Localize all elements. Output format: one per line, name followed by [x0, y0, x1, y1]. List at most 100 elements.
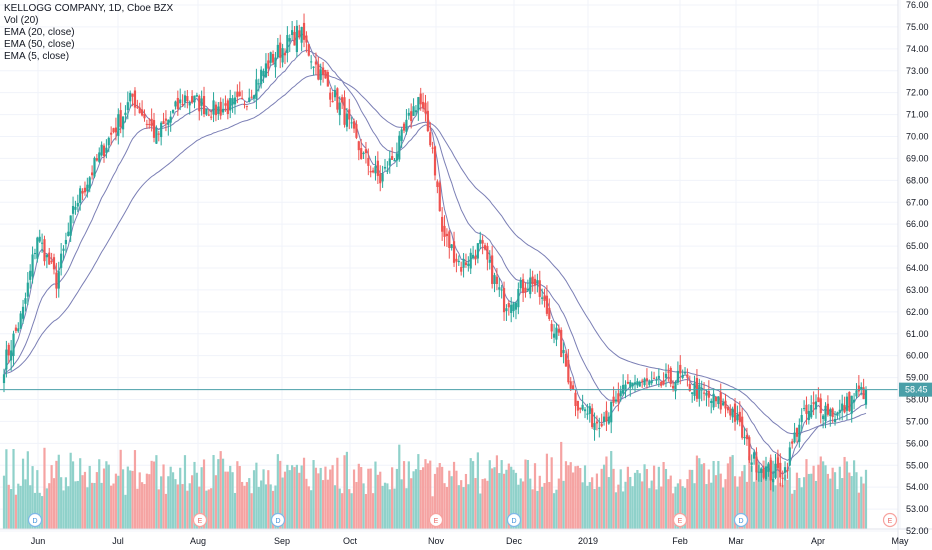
volume-bar	[850, 476, 853, 529]
volume-bar	[652, 465, 656, 529]
candle-body	[641, 380, 644, 382]
volume-bar	[498, 473, 501, 529]
candle-body	[402, 123, 406, 131]
candle-body	[522, 279, 525, 294]
volume-bar	[838, 466, 841, 529]
candle-body	[791, 441, 794, 444]
candle-body	[412, 106, 415, 116]
candle-body	[188, 102, 191, 106]
legend-ema-5[interactable]: EMA (5, close)	[4, 51, 70, 62]
legend-volume[interactable]: Vol (20)	[4, 15, 39, 26]
price-axis[interactable]: 76.00 75.00 74.00 73.00 72.00 71.00 70.00 69.00…	[906, 0, 929, 536]
volume-bar	[207, 489, 210, 529]
candle-body	[10, 350, 13, 361]
candle-body	[367, 157, 370, 166]
candle-body	[524, 287, 527, 293]
earnings-marker[interactable]: E	[192, 512, 208, 528]
volume-bar	[421, 467, 425, 529]
candle-body	[662, 380, 665, 384]
candle-body	[381, 173, 384, 182]
legend-symbol[interactable]: KELLOGG COMPANY, 1D, Cboe BZX	[4, 3, 174, 14]
candle-body	[88, 177, 91, 189]
candle-body	[631, 382, 634, 387]
volume-bar	[383, 482, 387, 529]
volume-bar	[5, 449, 8, 529]
volume-bar	[748, 456, 751, 529]
candle-body	[226, 100, 229, 115]
volume-bar	[362, 483, 365, 529]
candle-body	[229, 98, 232, 111]
volume-bar	[350, 493, 353, 529]
candle-body	[107, 137, 110, 146]
legend-ema-50[interactable]: EMA (50, close)	[4, 39, 75, 50]
candle-body	[519, 280, 522, 289]
volume-bar	[88, 465, 91, 529]
volume-bar	[374, 461, 377, 529]
candle-body	[845, 396, 849, 411]
candle-body	[217, 106, 220, 114]
candle-body	[548, 307, 551, 319]
dividend-marker[interactable]: D	[27, 512, 43, 528]
volume-bar	[683, 487, 687, 529]
y-tick-label: 70.00	[906, 132, 929, 142]
candle-body	[169, 116, 172, 123]
volume-bar	[169, 466, 172, 529]
volume-bar	[414, 469, 418, 529]
candle-body	[614, 399, 618, 402]
candle-body	[36, 237, 39, 259]
candle-body	[595, 421, 599, 424]
y-tick-label: 63.00	[906, 285, 929, 295]
candle-body	[398, 135, 401, 160]
candle-body	[302, 22, 306, 40]
candle-body	[486, 245, 489, 260]
volume-bar	[843, 456, 846, 529]
volume-bar	[638, 473, 641, 529]
candle-body	[822, 415, 825, 420]
dividend-marker[interactable]: D	[733, 512, 749, 528]
candle-body	[433, 146, 437, 176]
dividend-marker[interactable]: D	[506, 512, 522, 528]
candle-body	[755, 456, 758, 473]
y-tick-label: 54.00	[906, 482, 929, 492]
legend-ema-20[interactable]: EMA (20, close)	[4, 27, 75, 38]
time-axis[interactable]: Jun Jul Aug Sep Oct Nov Dec 2019 Feb Mar Apr May	[31, 536, 909, 546]
volume-bar	[724, 479, 727, 529]
volume-bar	[426, 463, 429, 529]
volume-bars	[2, 441, 868, 529]
volume-bar	[648, 488, 651, 529]
candle-body	[86, 184, 89, 192]
earnings-marker[interactable]: E	[882, 512, 898, 528]
candle-body	[95, 158, 98, 161]
candle-body	[829, 409, 832, 417]
candle-body	[293, 31, 296, 46]
volume-bar	[655, 489, 658, 529]
candle-body	[767, 464, 770, 472]
volume-bar	[631, 486, 634, 529]
volume-bar	[576, 465, 579, 529]
candle-body	[360, 148, 363, 159]
volume-bar	[276, 454, 279, 529]
event-marker-circle	[27, 512, 43, 528]
volume-bar	[726, 463, 729, 529]
candle-body	[455, 258, 458, 262]
volume-bar	[502, 473, 506, 529]
volume-bar	[310, 490, 313, 529]
dividend-marker[interactable]: D	[270, 512, 286, 528]
candle-body	[817, 397, 820, 402]
volume-bar	[693, 483, 696, 529]
volume-bar	[76, 480, 79, 529]
volume-bar	[822, 461, 825, 529]
volume-bar	[248, 478, 251, 529]
volume-bar	[622, 491, 625, 529]
candle-body	[786, 469, 789, 472]
candle-body	[152, 120, 156, 138]
candle-body	[417, 97, 420, 111]
candle-body	[529, 277, 532, 295]
earnings-marker[interactable]: E	[428, 512, 444, 528]
volume-bar	[31, 466, 34, 529]
volume-bar	[19, 485, 22, 529]
volume-bar	[698, 458, 701, 529]
earnings-marker[interactable]: E	[672, 512, 688, 528]
